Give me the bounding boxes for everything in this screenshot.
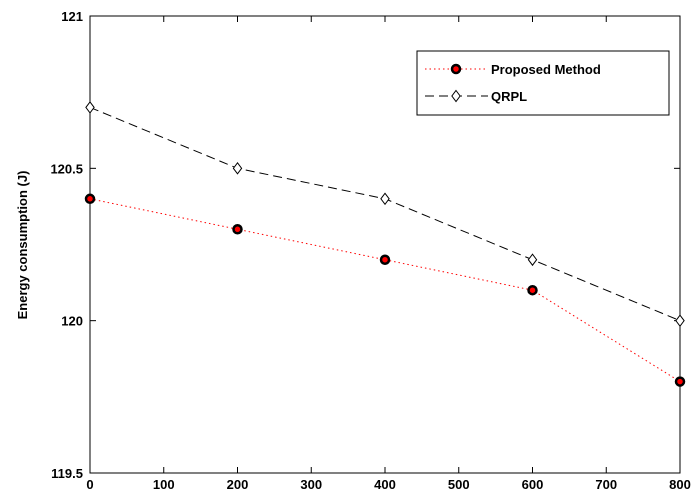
y-tick-label: 119.5 (51, 466, 83, 481)
data-point (675, 314, 685, 327)
ticks-layer: 0 100 200 300 400 500 600 700 800 119.5 120 120.5 12… (50, 9, 690, 492)
legend: Proposed Method QRPL (416, 50, 670, 116)
y-tick-label: 121 (61, 9, 83, 24)
data-point (85, 101, 95, 114)
x-tick-label: 500 (448, 477, 470, 492)
y-tick-label: 120.5 (50, 161, 83, 176)
x-tick-label: 200 (227, 477, 249, 492)
legend-marker (450, 63, 462, 75)
x-tick-label: 400 (374, 477, 396, 492)
y-axis-title: Energy consumption (J) (15, 171, 30, 320)
data-point (527, 284, 538, 296)
x-tick-label: 700 (595, 477, 617, 492)
data-point (84, 193, 96, 205)
data-point (674, 376, 686, 387)
legend-entry-2: QRPL (425, 89, 527, 104)
legend-label: Proposed Method (491, 62, 601, 77)
x-tick-label: 600 (522, 477, 544, 492)
data-point (380, 192, 390, 206)
series-1 (84, 193, 686, 387)
x-tick-label: 800 (669, 477, 691, 492)
legend-entry-1: Proposed Method (425, 62, 601, 77)
y-tick-label: 120 (61, 314, 83, 329)
x-tick-label: 300 (300, 477, 322, 492)
legend-box (416, 50, 670, 116)
legend-label: QRPL (491, 89, 527, 104)
legend-marker (451, 89, 461, 103)
data-point (379, 254, 391, 265)
series-layer (84, 101, 686, 387)
series-2 (85, 101, 685, 327)
x-tick-label: 100 (153, 477, 175, 492)
data-point (527, 253, 538, 267)
data-point (232, 161, 243, 175)
series-line (89, 198, 681, 383)
x-tick-label: 0 (86, 477, 93, 492)
data-point (232, 224, 243, 235)
